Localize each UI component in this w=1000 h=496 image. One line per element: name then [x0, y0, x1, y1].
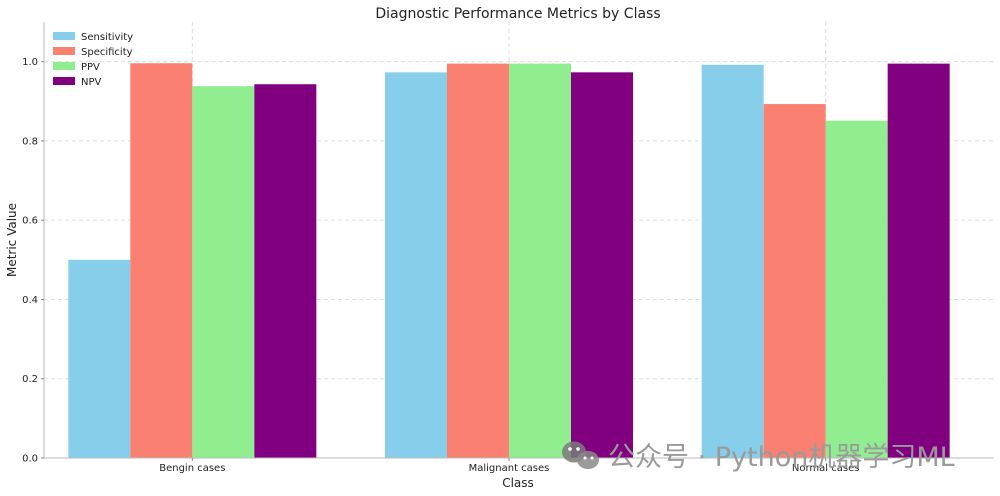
x-axis-label: Class — [502, 476, 534, 490]
bar-ppv-1 — [509, 63, 571, 458]
legend-item: NPV — [53, 77, 102, 88]
bar-ppv-2 — [825, 120, 888, 458]
y-tick-label: 1.0 — [22, 57, 38, 68]
legend-label: Specificity — [81, 47, 133, 58]
legend: Sensitivity Specificity PPV NPV — [53, 32, 133, 88]
x-tick-label: Bengin cases — [159, 463, 225, 474]
chart-title: Diagnostic Performance Metrics by Class — [375, 6, 660, 22]
legend-item: Sensitivity — [53, 32, 133, 43]
bar-sensitivity-1 — [385, 72, 447, 458]
legend-swatch — [53, 32, 75, 40]
bars-layer — [68, 63, 950, 459]
legend-item: PPV — [53, 62, 100, 73]
y-axis-label: Metric Value — [5, 203, 19, 277]
y-tick-label: 0.2 — [22, 374, 38, 385]
bar-specificity-2 — [763, 104, 826, 458]
legend-swatch — [53, 62, 75, 70]
bar-sensitivity-0 — [68, 259, 131, 458]
bar-specificity-1 — [447, 63, 509, 458]
legend-swatch — [53, 77, 75, 85]
y-ticks: 0.0 0.2 0.4 0.6 0.8 1.0 — [22, 57, 44, 465]
y-tick-label: 0.6 — [22, 216, 38, 227]
legend-label: Sensitivity — [81, 32, 133, 43]
bar-sensitivity-2 — [701, 64, 764, 458]
legend-label: NPV — [81, 77, 102, 88]
x-tick-label: Normal cases — [792, 463, 860, 474]
wechat-icon — [562, 441, 599, 469]
watermark-text: 公众号 · Python机器学习ML — [608, 442, 955, 473]
axes-layer — [43, 22, 994, 459]
bar-npv-0 — [254, 84, 317, 458]
bar-npv-2 — [887, 63, 950, 458]
y-tick-label: 0.0 — [22, 454, 38, 465]
legend-label: PPV — [81, 62, 100, 73]
watermark: 公众号 · Python机器学习ML — [562, 441, 955, 473]
legend-item: Specificity — [53, 47, 133, 58]
y-tick-label: 0.8 — [22, 136, 38, 147]
bar-ppv-0 — [192, 86, 255, 458]
x-tick-label: Malignant cases — [469, 463, 550, 474]
y-tick-label: 0.4 — [22, 295, 38, 306]
legend-swatch — [53, 47, 75, 55]
bar-specificity-0 — [130, 63, 193, 459]
x-ticks: Bengin cases Malignant cases Normal cases — [159, 458, 859, 474]
bar-npv-1 — [571, 72, 633, 458]
